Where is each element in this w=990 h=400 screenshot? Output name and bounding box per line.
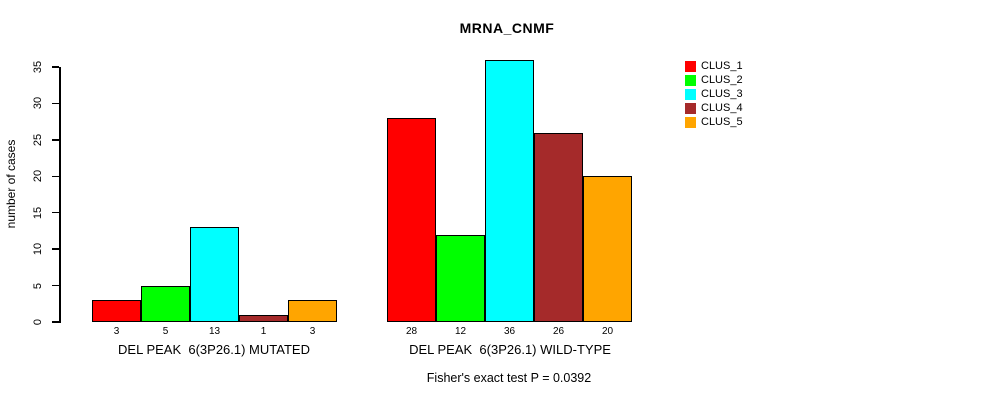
legend-label-clus_4: CLUS_4	[701, 102, 743, 114]
y-tick-10	[52, 248, 59, 250]
legend-swatch-clus_4	[685, 103, 696, 114]
y-tick-label-0: 0	[32, 318, 44, 326]
legend-label-clus_3: CLUS_3	[701, 88, 743, 100]
legend-label-clus_2: CLUS_2	[701, 74, 743, 86]
y-tick-30	[52, 102, 59, 105]
y-tick-label-30: 30	[32, 97, 44, 110]
legend-swatch-clus_3	[685, 89, 696, 100]
bar-value-clus_2-group1: 5	[162, 326, 169, 337]
y-tick-15	[52, 211, 59, 214]
bar-clus_2-group1	[141, 285, 190, 322]
fisher-test-annotation: Fisher's exact test P = 0.0392	[426, 371, 592, 385]
y-tick-5	[52, 284, 59, 287]
y-tick-label-20: 20	[32, 170, 44, 183]
y-tick-label-25: 25	[32, 133, 44, 146]
bar-value-clus_1-group1: 3	[113, 326, 120, 337]
legend-item-clus_3: CLUS_3	[685, 89, 743, 100]
bar-clus_1-group1	[92, 300, 141, 322]
y-tick-label-15: 15	[32, 206, 44, 219]
legend-item-clus_1: CLUS_1	[685, 61, 743, 72]
bar-clus_2-group2	[436, 234, 485, 322]
bar-value-clus_1-group2: 28	[405, 326, 418, 337]
y-tick-25	[52, 139, 59, 141]
y-tick-20	[52, 175, 59, 178]
legend-label-clus_1: CLUS_1	[701, 60, 743, 72]
bar-value-clus_3-group1: 13	[208, 326, 221, 337]
bar-value-clus_2-group2: 12	[454, 326, 467, 337]
bar-clus_1-group2	[387, 118, 436, 322]
bar-value-clus_5-group2: 20	[601, 326, 614, 337]
legend-label-clus_5: CLUS_5	[701, 116, 743, 128]
legend-item-clus_2: CLUS_2	[685, 75, 743, 86]
bar-value-clus_3-group2: 36	[503, 326, 516, 337]
bar-clus_4-group2	[534, 132, 583, 322]
bar-clus_3-group2	[485, 59, 534, 322]
bar-clus_5-group1	[288, 300, 337, 322]
bar-clus_4-group1	[239, 314, 288, 322]
legend-item-clus_4: CLUS_4	[685, 103, 743, 114]
y-axis-line	[59, 67, 61, 323]
group-label-wild-type: DEL PEAK 6(3P26.1) WILD-TYPE	[409, 342, 611, 357]
y-tick-label-35: 35	[32, 60, 44, 74]
y-tick-35	[52, 66, 59, 68]
y-tick-label-10: 10	[32, 243, 44, 256]
bar-clus_3-group1	[190, 227, 239, 322]
legend-swatch-clus_5	[685, 117, 696, 128]
legend: CLUS_1 CLUS_2 CLUS_3 CLUS_4 CLUS_5	[685, 61, 743, 131]
bar-value-clus_5-group1: 3	[309, 326, 316, 337]
bar-value-clus_4-group1: 1	[260, 326, 267, 337]
legend-swatch-clus_1	[685, 61, 696, 72]
legend-item-clus_5: CLUS_5	[685, 117, 743, 128]
bar-value-clus_4-group2: 26	[552, 326, 565, 337]
group-label-mutated: DEL PEAK 6(3P26.1) MUTATED	[118, 342, 310, 357]
legend-swatch-clus_2	[685, 75, 696, 86]
bar-clus_5-group2	[583, 176, 632, 322]
chart-title: MRNA_CNMF	[459, 20, 555, 36]
y-axis-label: number of cases	[4, 139, 18, 229]
y-tick-0	[52, 321, 59, 323]
y-tick-label-5: 5	[32, 282, 44, 289]
